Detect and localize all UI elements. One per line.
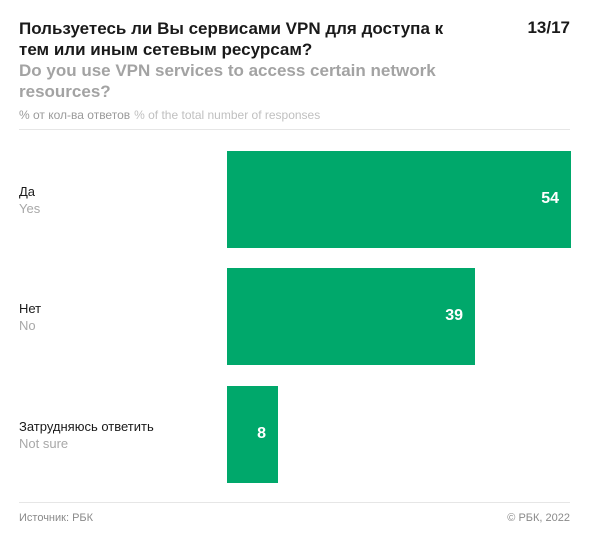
bar-value-label: 39 (445, 306, 463, 324)
category-label: Затрудняюсь ответить Not sure (19, 418, 219, 452)
bar (227, 386, 278, 483)
bar (227, 151, 571, 248)
category-label-en: Yes (19, 201, 41, 216)
source-note: Источник: РБК (19, 512, 94, 524)
bottom-divider (19, 502, 570, 503)
units-russian: % от кол-ва ответов (19, 108, 131, 122)
category-label-ru: Да (19, 184, 36, 199)
category-label: Нет No (19, 300, 219, 334)
bar (227, 268, 475, 365)
page-counter: 13/17 (527, 18, 570, 37)
category-label-ru: Затрудняюсь ответить (19, 419, 154, 434)
category-label-ru: Нет (19, 301, 42, 316)
title-english: Do you use VPN services to access certai… (19, 61, 436, 101)
category-label-en: Not sure (19, 436, 69, 451)
units-note: % от кол-ва ответов% of the total number… (19, 108, 320, 122)
top-divider (19, 129, 570, 130)
bar-value-label: 8 (257, 424, 266, 442)
units-english: % of the total number of responses (134, 108, 321, 122)
bar-value-label: 54 (541, 189, 559, 207)
copyright-note: © РБК, 2022 (507, 512, 570, 524)
category-label: Да Yes (19, 183, 219, 217)
title-russian: Пользуетесь ли Вы сервисами VPN для дост… (19, 19, 444, 59)
category-label-en: No (19, 318, 36, 333)
